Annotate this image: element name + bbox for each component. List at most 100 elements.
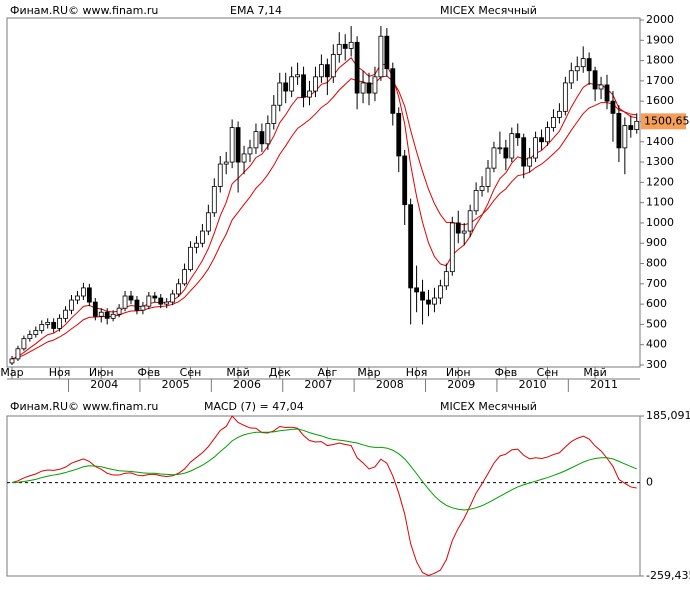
candle-body [342,43,348,49]
x-tick-label: Сен [537,366,559,379]
candle-body [229,127,235,163]
x-tick-label: Фев [137,366,160,379]
candle-body [574,66,580,72]
candle-body [402,155,408,206]
candle-body [146,295,152,307]
candle-body [503,147,509,159]
chart-title: MICEX Месячный [440,400,537,413]
candle-body [348,41,354,49]
candle-body [336,43,342,55]
candle-body [604,84,610,102]
candle-body [497,147,503,150]
candle-body [318,64,324,78]
candle-body [235,127,241,163]
candle-body [324,64,330,78]
y-tick-label: -259,435 [646,569,690,582]
candle-body [568,70,574,84]
y-tick-label: 800 [646,257,667,270]
y-tick-label: 1000 [646,216,674,229]
year-label: 2006 [233,378,261,391]
y-tick-label: 1900 [646,33,674,46]
y-tick-label: 1800 [646,54,674,67]
candle-body [408,204,414,289]
candle-body [455,222,461,234]
candle-body [69,299,74,311]
x-tick-label: Ноя [406,366,428,379]
candle-body [211,186,217,214]
y-tick-label: 1200 [646,175,674,188]
candle-body [51,321,57,329]
candle-body [378,35,384,78]
year-label: 2005 [162,378,190,391]
candle-body [467,210,473,232]
x-tick-label: Мар [357,366,380,379]
y-tick-label: 0 [646,476,653,489]
candle-body [21,338,27,350]
candle-body [170,293,176,303]
candle-body [15,348,21,360]
candle-body [194,242,199,248]
candle-body [128,295,134,301]
candle-body [628,125,634,130]
candle-body [545,127,550,143]
x-tick-label: Авг [317,366,337,379]
y-tick-label: 185,091 [646,409,690,422]
x-tick-label: Мар [0,366,23,379]
candle-body [164,301,170,305]
ema-line [11,75,637,360]
candle-body [527,157,533,167]
last-price-box [641,113,686,130]
candle-body [557,110,562,118]
indicator: MACD (7) = 47,04 [204,400,304,413]
candle-body [33,330,39,335]
candle-body [86,287,92,303]
candle-body [289,76,295,92]
indicator: EMA 7,14 [230,4,282,17]
x-tick-label: Июн [446,366,471,379]
candle-body [217,163,223,187]
x-tick-label: Сен [180,366,202,379]
ema-line [11,57,637,360]
candle-body [295,74,301,78]
x-tick-label: Май [583,366,606,379]
candle-body [81,287,86,297]
candle-body [330,54,336,78]
source: Финам.RU© www.finam.ru [10,4,158,17]
candle-body [241,153,247,163]
year-label: 2007 [304,378,332,391]
candle-body [188,246,193,271]
y-tick-label: 900 [646,236,667,249]
candle-body [437,285,443,299]
candle-body [598,84,604,90]
source: Финам.RU© www.finam.ru [10,400,158,413]
candle-body [277,82,283,106]
candle-body [265,123,271,145]
candle-body [110,313,116,319]
candle-body [420,291,425,301]
candle-body [515,133,521,139]
candle-body [562,82,568,112]
candle-body [461,230,467,234]
candle-body [491,147,497,169]
candle-body [116,307,122,315]
year-label: 2008 [376,378,404,391]
candle-body [283,82,289,92]
last-price-label: 1500,65 [644,114,690,127]
x-tick-label: Июн [89,366,114,379]
candle-body [199,230,205,244]
candle-body [634,120,640,130]
macd-line [11,415,637,577]
candle-body [551,117,556,128]
candle-body [223,161,229,165]
candle-body [384,35,390,70]
candle-body [253,131,259,149]
candle-body [39,324,45,331]
candle-body [140,305,146,311]
candle-body [414,287,420,293]
x-tick-label: Дек [269,366,291,379]
candle-body [134,299,140,311]
candle-body [158,297,164,305]
candle-body [307,90,312,98]
